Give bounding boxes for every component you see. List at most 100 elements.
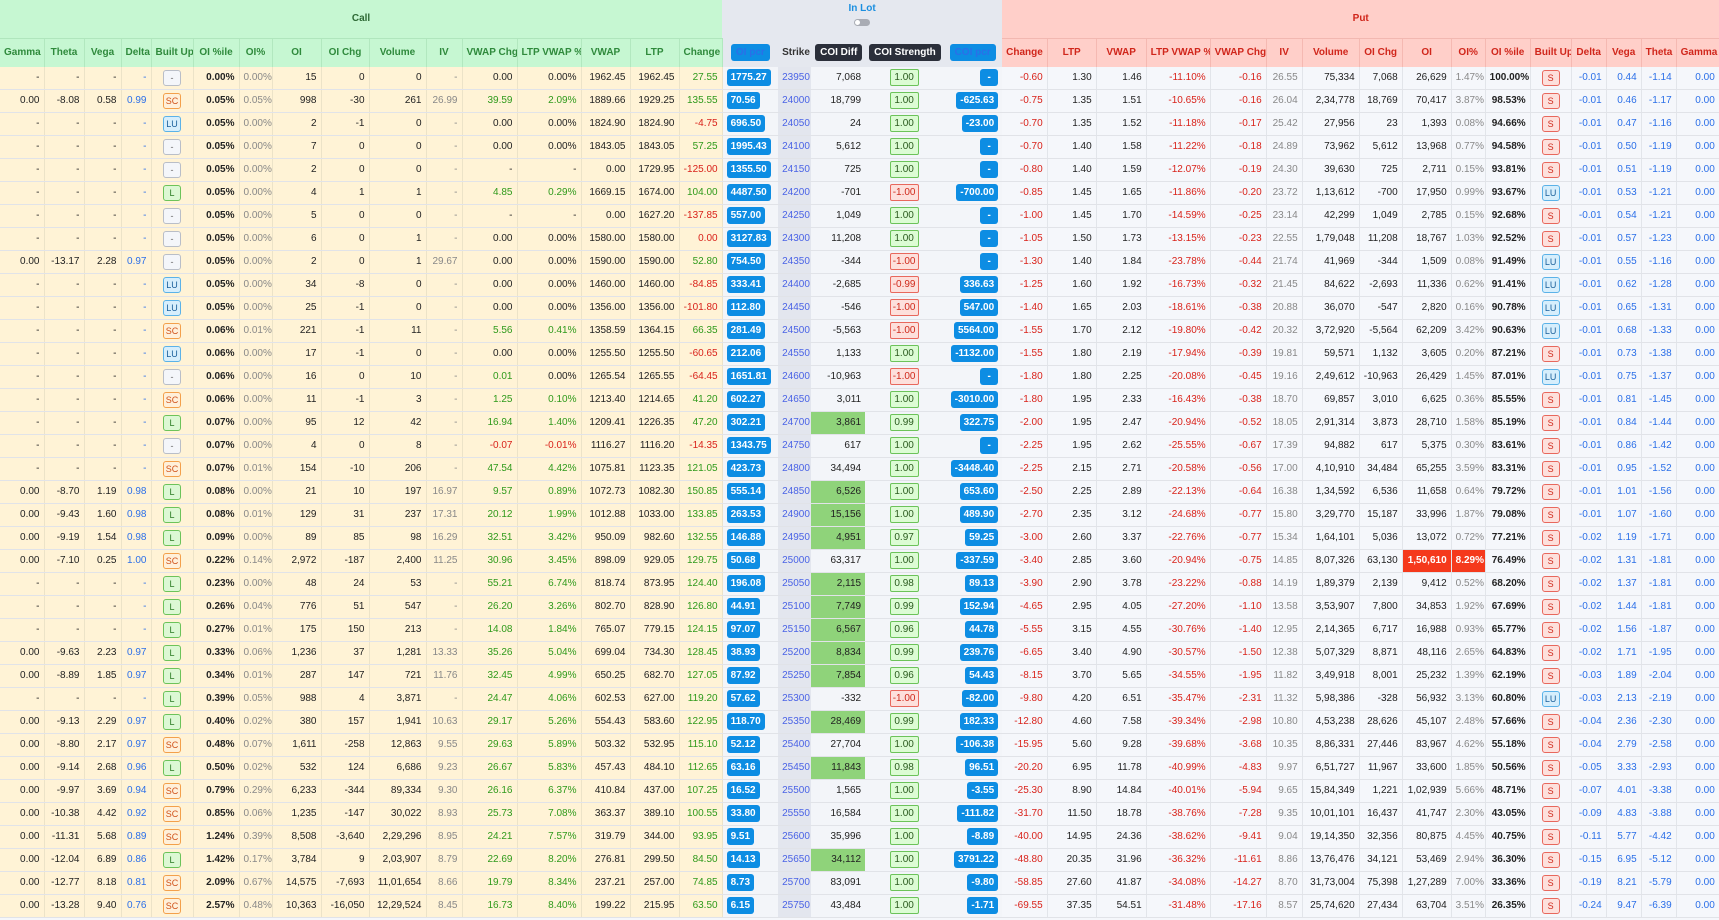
strike-price-link[interactable]: 25150	[778, 618, 812, 642]
strike-price-link[interactable]: 24350	[778, 250, 812, 274]
header-oi-pcr[interactable]: OI pcr	[722, 38, 779, 67]
strike-price-link[interactable]: 23950	[778, 66, 812, 90]
option-row: - - - - LU 0.05% 0.00% 34 -8 0-0.00 0.00% 1460.00 14…	[0, 273, 1719, 297]
put-built-up-cell: S	[1530, 894, 1572, 918]
strike-price-link[interactable]: 24050	[778, 112, 812, 136]
call-header-built-up[interactable]: Built Up	[151, 38, 194, 67]
strike-price-link[interactable]: 24750	[778, 434, 812, 458]
put-gamma-cell: 0.00	[1676, 434, 1719, 458]
strike-price-link[interactable]: 25050	[778, 572, 812, 596]
strike-price-link[interactable]: 24900	[778, 503, 812, 527]
strike-price-link[interactable]: 25600	[778, 825, 812, 849]
strike-price-link[interactable]: 24200	[778, 181, 812, 205]
coi-diff-header-badge[interactable]: COI Diff	[815, 43, 863, 61]
call-header-oi[interactable]: OI	[272, 38, 322, 67]
put-header-oi-pctile[interactable]: OI %ile	[1485, 38, 1531, 67]
put-header-vwap-chg[interactable]: VWAP Chg	[1210, 38, 1267, 67]
call-vwap-cell: 276.81	[581, 848, 631, 872]
header-coi-pcr[interactable]: COI pcr	[943, 38, 1003, 67]
call-header-vega[interactable]: Vega	[84, 38, 122, 67]
call-vwap-chg-cell: 0.00	[462, 250, 518, 274]
put-theta-cell: -1.87	[1641, 618, 1677, 642]
put-change-cell: -2.25	[1002, 457, 1048, 481]
call-delta-cell: -	[121, 388, 152, 412]
put-header-oi[interactable]: OI	[1402, 38, 1452, 67]
put-oipct-cell: 0.64%	[1451, 480, 1486, 504]
put-header-oi-chg[interactable]: OI Chg	[1359, 38, 1403, 67]
coi-pcr-cell: -625.63	[943, 89, 1003, 113]
put-header-built-up[interactable]: Built Up	[1530, 38, 1572, 67]
strike-price-link[interactable]: 25200	[778, 641, 812, 665]
call-header-ltp-vwap-pct[interactable]: LTP VWAP %	[517, 38, 582, 67]
call-header-oi-chg[interactable]: OI Chg	[321, 38, 370, 67]
strike-price-link[interactable]: 25750	[778, 894, 812, 918]
put-header-vwap[interactable]: VWAP	[1096, 38, 1147, 67]
strike-price-link[interactable]: 24800	[778, 457, 812, 481]
header-coi-strength[interactable]: COI Strength	[865, 38, 944, 67]
strike-price-link[interactable]: 25450	[778, 756, 812, 780]
strike-price-link[interactable]: 24450	[778, 296, 812, 320]
strike-price-link[interactable]: 24600	[778, 365, 812, 389]
strike-price-link[interactable]: 25500	[778, 779, 812, 803]
call-oi-chg-cell: -1	[321, 112, 370, 136]
strike-price-link[interactable]: 24250	[778, 204, 812, 228]
coi-pcr-cell: -3010.00	[943, 388, 1003, 412]
call-header-iv[interactable]: IV	[426, 38, 463, 67]
put-vwap-chg-cell: -2.98	[1210, 710, 1267, 734]
put-header-iv[interactable]: IV	[1266, 38, 1303, 67]
put-header-volume[interactable]: Volume	[1302, 38, 1360, 67]
strike-price-link[interactable]: 25300	[778, 687, 812, 711]
strike-price-link[interactable]: 24100	[778, 135, 812, 159]
strike-price-link[interactable]: 24400	[778, 273, 812, 297]
call-oipct-cell: 0.00%	[239, 158, 273, 182]
call-header-delta[interactable]: Delta	[121, 38, 152, 67]
call-header-oi-pctile[interactable]: OI %ile	[193, 38, 240, 67]
call-delta-cell: 0.86	[121, 848, 152, 872]
strike-price-link[interactable]: 25650	[778, 848, 812, 872]
call-vwap-cell: 237.21	[581, 871, 631, 895]
strike-price-link[interactable]: 24300	[778, 227, 812, 251]
put-header-theta[interactable]: Theta	[1641, 38, 1677, 67]
oi-pcr-cell: 63.16	[722, 756, 779, 780]
put-header-change[interactable]: Change	[1002, 38, 1048, 67]
call-built-up-badge: LU	[163, 345, 181, 362]
put-ltp-vwap-pct-cell: -25.55%	[1146, 434, 1211, 458]
call-header-ltp[interactable]: LTP	[630, 38, 680, 67]
header-strike[interactable]: Strike	[778, 38, 812, 67]
strike-price-link[interactable]: 24650	[778, 388, 812, 412]
call-change-cell: 47.20	[679, 411, 723, 435]
put-ltp-vwap-pct-cell: -23.22%	[1146, 572, 1211, 596]
strike-price-link[interactable]: 24950	[778, 526, 812, 550]
put-header-vega[interactable]: Vega	[1606, 38, 1642, 67]
call-header-vwap[interactable]: VWAP	[581, 38, 631, 67]
coi-pcr-header-badge[interactable]: COI pcr	[949, 43, 996, 61]
call-header-theta[interactable]: Theta	[44, 38, 85, 67]
call-header-volume[interactable]: Volume	[369, 38, 427, 67]
strike-price-link[interactable]: 24850	[778, 480, 812, 504]
call-header-oipct[interactable]: OI%	[239, 38, 273, 67]
strike-price-link[interactable]: 25000	[778, 549, 812, 573]
strike-price-link[interactable]: 25100	[778, 595, 812, 619]
strike-price-link[interactable]: 24700	[778, 411, 812, 435]
put-header-ltp-vwap-pct[interactable]: LTP VWAP %	[1146, 38, 1211, 67]
strike-price-link[interactable]: 24500	[778, 319, 812, 343]
put-header-delta[interactable]: Delta	[1571, 38, 1607, 67]
call-header-change[interactable]: Change	[679, 38, 723, 67]
strike-price-link[interactable]: 24150	[778, 158, 812, 182]
strike-price-link[interactable]: 25400	[778, 733, 812, 757]
coi-strength-header-badge[interactable]: COI Strength	[869, 43, 941, 61]
in-lot-toggle[interactable]	[854, 19, 871, 26]
call-header-gamma[interactable]: Gamma	[0, 38, 45, 67]
strike-price-link[interactable]: 25700	[778, 871, 812, 895]
header-coi-diff[interactable]: COI Diff	[811, 38, 866, 67]
strike-price-link[interactable]: 25250	[778, 664, 812, 688]
strike-price-link[interactable]: 24000	[778, 89, 812, 113]
strike-price-link[interactable]: 25350	[778, 710, 812, 734]
oi-pcr-header-badge[interactable]: OI pcr	[730, 43, 770, 61]
strike-price-link[interactable]: 24550	[778, 342, 812, 366]
put-header-gamma[interactable]: Gamma	[1676, 38, 1719, 67]
call-header-vwap-chg[interactable]: VWAP Chg	[462, 38, 518, 67]
put-header-ltp[interactable]: LTP	[1047, 38, 1097, 67]
put-header-oipct[interactable]: OI%	[1451, 38, 1486, 67]
strike-price-link[interactable]: 25550	[778, 802, 812, 826]
